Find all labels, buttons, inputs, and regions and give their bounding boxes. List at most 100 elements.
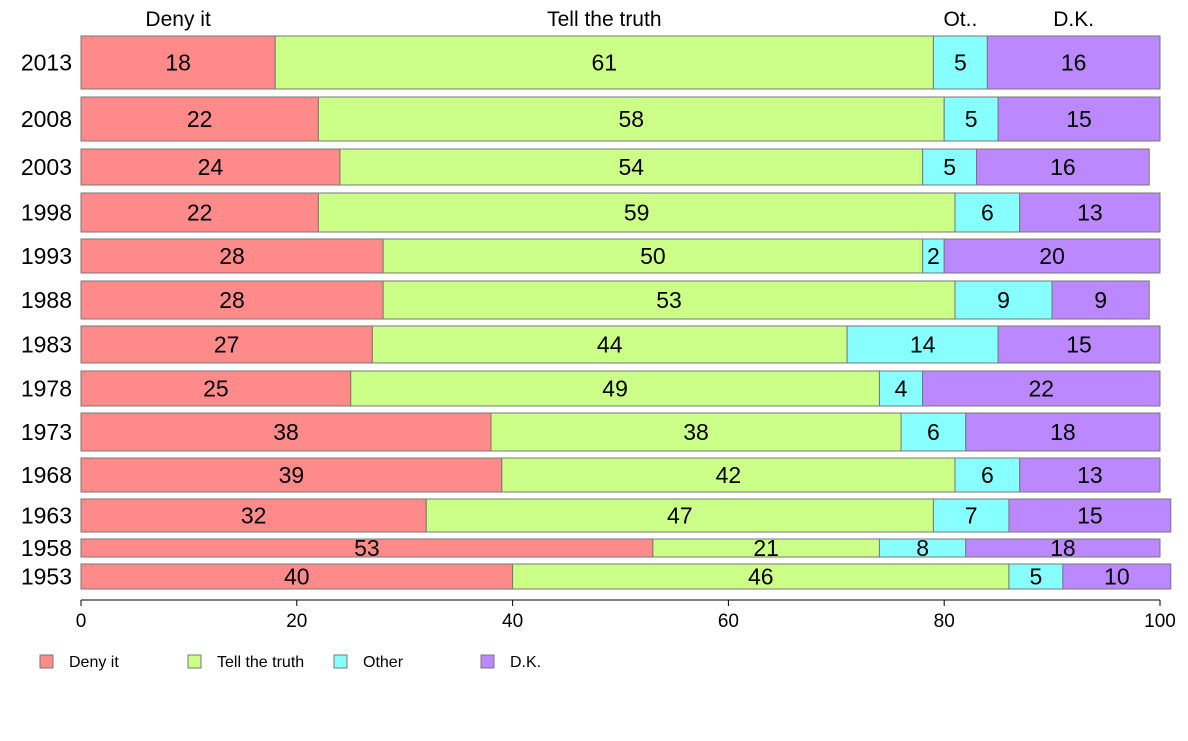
bar-segment (382, 238, 924, 274)
data-label: 38 (683, 419, 709, 445)
y-tick-label: 1963 (21, 503, 72, 529)
data-label: 15 (1066, 332, 1092, 358)
data-label: 9 (997, 287, 1010, 313)
bar-segment (80, 35, 276, 90)
x-tick-label: 0 (76, 611, 87, 632)
bar-segment (1051, 280, 1150, 320)
bar-segment (997, 96, 1161, 142)
data-label: 38 (273, 419, 299, 445)
data-label: 5 (1030, 564, 1043, 590)
data-label: 61 (592, 50, 618, 76)
data-label: 13 (1077, 200, 1103, 226)
data-label: 32 (241, 503, 267, 529)
data-label: 59 (624, 200, 650, 226)
bar-segment (80, 325, 373, 364)
x-tick-label: 60 (718, 611, 739, 632)
bar-segment (1062, 563, 1172, 590)
data-label: 15 (1066, 106, 1092, 132)
data-label: 24 (198, 154, 224, 180)
data-label: 10 (1104, 564, 1130, 590)
x-tick-label: 40 (502, 611, 523, 632)
data-label: 20 (1039, 243, 1065, 269)
bar-segment (997, 325, 1161, 364)
data-label: 15 (1077, 503, 1103, 529)
data-label: 58 (618, 106, 644, 132)
data-label: 2 (927, 243, 940, 269)
top-series-label: D.K. (1053, 8, 1094, 31)
legend-swatch (187, 654, 202, 669)
data-label: 18 (1050, 535, 1076, 561)
data-label: 16 (1050, 154, 1076, 180)
data-label: 54 (618, 154, 644, 180)
data-label: 50 (640, 243, 666, 269)
bar-segment (1019, 192, 1161, 233)
y-tick-label: 1973 (21, 419, 72, 445)
legend-swatch (39, 654, 54, 669)
data-label: 49 (602, 376, 628, 402)
x-tick-label: 80 (934, 611, 955, 632)
legend-label: Deny it (69, 654, 119, 671)
data-label: 53 (656, 287, 682, 313)
bar-segment (339, 148, 924, 186)
bar-segment (943, 96, 999, 142)
bar-segment (371, 325, 848, 364)
y-tick-label: 1998 (21, 200, 72, 226)
data-label: 27 (214, 332, 240, 358)
bar-segment (922, 370, 1161, 407)
data-label: 6 (981, 200, 994, 226)
data-label: 28 (219, 243, 245, 269)
data-label: 18 (165, 50, 191, 76)
legend-label: Other (363, 654, 404, 671)
y-tick-label: 1978 (21, 376, 72, 402)
data-label: 14 (910, 332, 936, 358)
legend-swatch (333, 654, 348, 669)
data-label: 13 (1077, 462, 1103, 488)
bar-segment (932, 35, 988, 90)
data-label: 18 (1050, 419, 1076, 445)
top-series-label: Tell the truth (547, 8, 661, 31)
bar-segment (878, 370, 924, 407)
data-label: 39 (279, 462, 305, 488)
bar-segment (317, 96, 945, 142)
data-label: 22 (1029, 376, 1055, 402)
top-series-label: Deny it (145, 8, 211, 31)
y-tick-label: 1988 (21, 287, 72, 313)
bar-segment (490, 412, 902, 452)
bar-segment (501, 457, 956, 493)
data-label: 22 (187, 200, 213, 226)
data-label: 16 (1061, 50, 1087, 76)
bar-segment (382, 280, 956, 320)
bar-segment (954, 280, 1053, 320)
data-label: 42 (716, 462, 742, 488)
data-label: 5 (965, 106, 978, 132)
data-label: 53 (354, 535, 380, 561)
bar-segment (80, 457, 503, 493)
bar-segment (976, 148, 1150, 186)
data-label: 46 (748, 564, 774, 590)
data-label: 6 (981, 462, 994, 488)
bar-segment (1019, 457, 1161, 493)
bar-segment (350, 370, 880, 407)
x-tick-label: 100 (1144, 611, 1176, 632)
bar-segment (1008, 498, 1172, 533)
data-label: 25 (203, 376, 229, 402)
bar-segment (80, 192, 319, 233)
top-series-label: Ot.. (943, 8, 977, 31)
data-label: 5 (954, 50, 967, 76)
legend-swatch (480, 654, 495, 669)
bar-segment (80, 238, 384, 274)
legend-label: Tell the truth (217, 654, 304, 671)
bar-segment (943, 238, 1161, 274)
data-label: 7 (965, 503, 978, 529)
bar-segment (954, 457, 1021, 493)
bar-segment (274, 35, 934, 90)
y-tick-label: 1968 (21, 462, 72, 488)
x-tick-label: 20 (286, 611, 307, 632)
data-label: 40 (284, 564, 310, 590)
bar-segment (965, 538, 1161, 558)
legend-label: D.K. (510, 654, 541, 671)
bar-segment (80, 96, 319, 142)
y-tick-label: 2013 (21, 50, 72, 76)
